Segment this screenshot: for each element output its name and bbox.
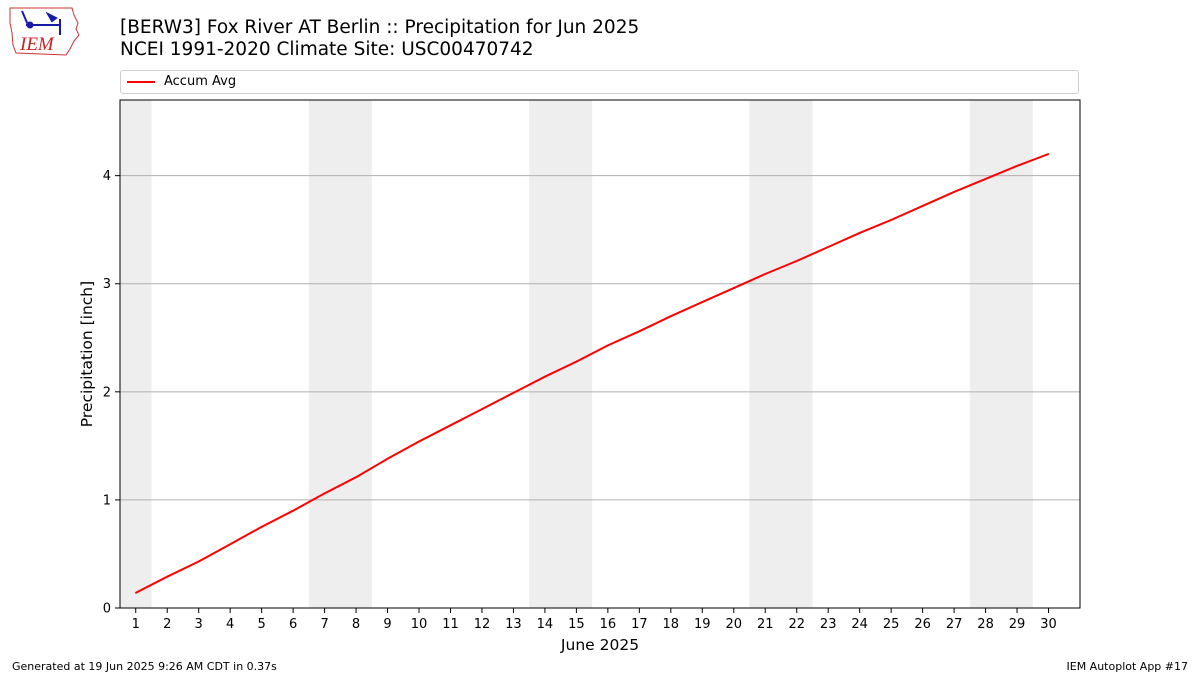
data-point-0-29 (1016, 165, 1018, 167)
x-tick-label-7: 7 (320, 617, 328, 632)
series-layer (134, 153, 1050, 594)
iowa-map-outline (9, 7, 80, 56)
data-point-0-17 (638, 330, 641, 333)
data-point-0-15 (575, 360, 578, 363)
x-tick-label-14: 14 (537, 617, 554, 632)
data-point-0-7 (323, 492, 326, 495)
x-tick-label-2: 2 (163, 617, 171, 632)
x-tick-label-17: 17 (631, 617, 648, 632)
x-tick-label-5: 5 (257, 617, 265, 632)
data-point-0-4 (229, 543, 231, 546)
chart-subtitle: NCEI 1991-2020 Climate Site: USC00470742 (120, 39, 534, 60)
data-point-0-28 (984, 178, 987, 180)
data-point-0-30 (1047, 153, 1050, 155)
iem-logo: IEM (9, 7, 80, 56)
x-tick-label-9: 9 (383, 617, 391, 632)
x-tick-label-13: 13 (505, 617, 522, 632)
weekend-band-2 (529, 100, 593, 608)
x-tick-label-28: 28 (977, 617, 994, 632)
data-point-0-27 (953, 191, 955, 193)
x-axis: 1 2 3 4 5 6 7 8 9 10 11 12 13 14 15 16 17 18 19 20 21 22 23 24 2… (132, 608, 1057, 632)
x-tick-label-24: 24 (851, 617, 868, 632)
y-axis: 0 1 2 3 4 (103, 169, 120, 617)
weekend-band-1 (308, 100, 372, 608)
x-tick-label-23: 23 (820, 617, 837, 632)
y-axis-label: Precipitation [inch] (78, 281, 96, 427)
x-tick-label-3: 3 (195, 617, 203, 632)
data-point-0-2 (166, 575, 169, 578)
app-credit: IEM Autoplot App #17 (1066, 660, 1189, 673)
weekend-band-0 (120, 100, 152, 608)
data-point-0-14 (544, 375, 546, 378)
x-tick-label-11: 11 (442, 617, 459, 632)
legend: Accum Avg (120, 70, 1079, 94)
data-point-0-16 (607, 344, 609, 347)
legend-label-accum-avg: Accum Avg (164, 74, 237, 89)
y-tick-label-0: 0 (103, 602, 111, 617)
weekend-bands (120, 100, 1033, 608)
data-point-0-10 (418, 440, 420, 443)
generated-timestamp: Generated at 19 Jun 2025 9:26 AM CDT in … (12, 660, 277, 673)
data-point-0-18 (670, 315, 672, 317)
x-tick-label-6: 6 (289, 617, 297, 632)
x-tick-label-16: 16 (600, 617, 617, 632)
data-point-0-21 (764, 273, 767, 275)
x-tick-label-10: 10 (411, 617, 428, 632)
data-point-0-20 (732, 287, 735, 289)
data-point-0-13 (512, 392, 515, 394)
data-point-0-1 (134, 592, 137, 594)
y-tick-label-1: 1 (103, 493, 111, 508)
data-point-0-8 (355, 476, 357, 479)
plot-frame (119, 99, 1081, 609)
chart-title: [BERW3] Fox River AT Berlin :: Precipita… (120, 17, 640, 38)
weather-station-icon (21, 10, 61, 35)
x-axis-label: June 2025 (560, 636, 639, 654)
y-gridlines (120, 175, 1080, 501)
data-point-0-22 (795, 260, 798, 262)
x-tick-label-15: 15 (568, 617, 585, 632)
y-tick-label-4: 4 (103, 169, 111, 184)
y-tick-label-3: 3 (103, 277, 111, 292)
logo-text: IEM (19, 34, 55, 55)
data-point-0-25 (890, 219, 892, 221)
data-point-0-19 (701, 301, 704, 303)
weekend-band-4 (969, 100, 1033, 608)
x-tick-label-26: 26 (914, 617, 931, 632)
x-tick-label-4: 4 (226, 617, 234, 632)
x-tick-label-21: 21 (757, 617, 774, 632)
data-point-0-6 (292, 509, 294, 512)
weekend-band-3 (749, 100, 813, 608)
x-tick-label-1: 1 (132, 617, 140, 632)
data-point-0-12 (481, 408, 483, 410)
data-point-0-9 (386, 458, 389, 460)
data-point-0-3 (197, 560, 200, 563)
x-tick-label-27: 27 (946, 617, 963, 632)
legend-swatch-accum-avg (127, 81, 155, 83)
x-tick-label-22: 22 (788, 617, 805, 632)
data-point-0-23 (827, 246, 829, 248)
data-point-0-24 (858, 232, 861, 234)
series-line-accum-avg (135, 153, 1049, 594)
x-tick-label-29: 29 (1009, 617, 1026, 632)
x-tick-label-30: 30 (1040, 617, 1057, 632)
y-tick-label-2: 2 (103, 385, 111, 400)
data-point-0-5 (260, 526, 263, 528)
x-tick-label-18: 18 (663, 617, 680, 632)
x-tick-label-25: 25 (883, 617, 900, 632)
x-tick-label-19: 19 (694, 617, 711, 632)
data-point-0-11 (449, 424, 452, 427)
x-tick-label-12: 12 (474, 617, 491, 632)
x-tick-label-8: 8 (352, 617, 360, 632)
data-point-0-26 (921, 205, 924, 207)
x-tick-label-20: 20 (725, 617, 742, 632)
